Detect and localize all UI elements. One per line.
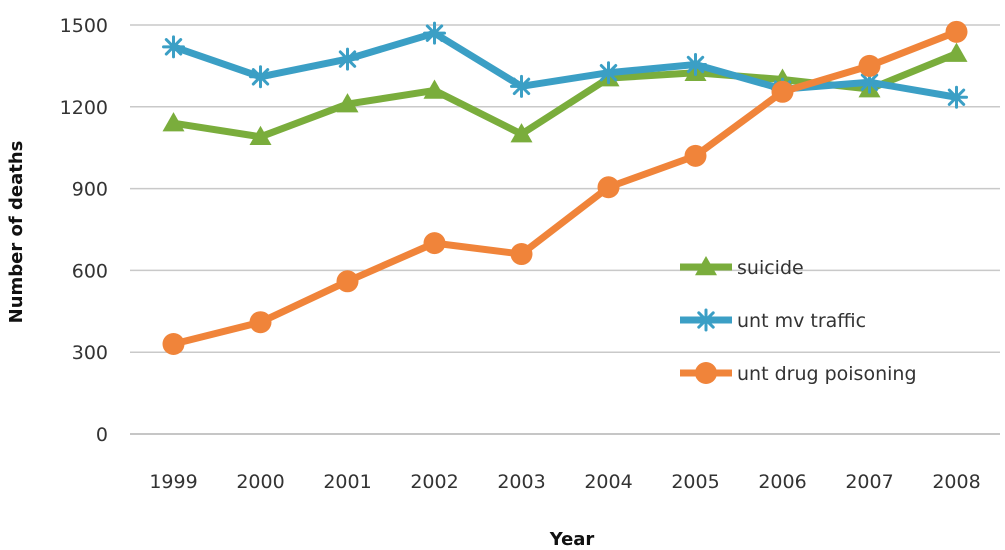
data-point xyxy=(423,21,446,45)
x-tick-label: 1999 xyxy=(149,471,197,493)
data-point xyxy=(945,42,968,62)
legend-label: unt drug poisoning xyxy=(737,363,917,385)
legend-marker xyxy=(695,362,717,384)
x-tick-label: 2005 xyxy=(671,471,719,493)
series-line xyxy=(170,50,960,141)
data-point xyxy=(336,47,359,71)
data-point xyxy=(771,80,794,103)
data-point xyxy=(684,53,707,77)
data-point xyxy=(597,176,620,199)
data-point xyxy=(510,123,533,143)
series-unt-drug-poisoning xyxy=(162,20,968,356)
y-tick-label: 1200 xyxy=(60,97,108,119)
x-tick-label: 2008 xyxy=(932,471,980,493)
data-point xyxy=(684,144,707,167)
x-tick-label: 2006 xyxy=(758,471,806,493)
y-tick-label: 300 xyxy=(72,342,108,364)
legend-label: suicide xyxy=(737,257,804,279)
data-point xyxy=(858,54,881,77)
data-point xyxy=(162,333,185,356)
legend-item: unt mv traffic xyxy=(680,308,866,332)
y-tick-label: 900 xyxy=(72,179,108,201)
legend-label: unt mv traffic xyxy=(737,310,866,332)
series-lines xyxy=(162,20,968,356)
data-point xyxy=(423,79,446,99)
data-point xyxy=(945,20,968,43)
y-tick-label: 0 xyxy=(96,424,108,446)
x-tick-label: 2001 xyxy=(323,471,371,493)
data-point xyxy=(249,125,272,146)
y-axis-title: Number of deaths xyxy=(6,141,27,324)
x-axis-ticks: 1999 2000 2001 2002 2003 2004 2005 2006 2007 2008 xyxy=(149,471,980,493)
series-line xyxy=(170,28,960,348)
x-tick-label: 2003 xyxy=(497,471,545,493)
y-axis-ticks: 0 300 600 900 1200 1500 xyxy=(60,15,108,446)
data-point xyxy=(510,74,533,98)
data-point xyxy=(597,61,620,85)
data-point xyxy=(162,35,185,59)
series-unt-mv-traffic xyxy=(162,21,968,109)
legend-item: unt drug poisoning xyxy=(680,362,917,385)
data-point xyxy=(510,243,533,266)
data-point xyxy=(249,65,272,89)
data-point xyxy=(945,85,968,109)
x-tick-label: 2007 xyxy=(845,471,893,493)
x-tick-label: 2000 xyxy=(236,471,284,493)
data-point xyxy=(336,93,359,113)
data-point xyxy=(423,232,446,255)
y-tick-label: 1500 xyxy=(60,15,108,37)
data-point xyxy=(162,112,185,132)
data-point xyxy=(336,270,359,293)
series-suicide xyxy=(162,42,968,146)
series-line xyxy=(170,29,960,101)
y-tick-label: 600 xyxy=(72,260,108,282)
x-tick-label: 2004 xyxy=(584,471,632,493)
legend-marker xyxy=(694,308,718,332)
data-point xyxy=(249,311,272,334)
x-tick-label: 2002 xyxy=(410,471,458,493)
x-axis-title: Year xyxy=(549,529,595,550)
legend-item: suicide xyxy=(680,256,804,279)
legend: suicide unt mv traffic unt drug poisoning xyxy=(680,256,917,385)
legend-marker xyxy=(695,256,717,276)
